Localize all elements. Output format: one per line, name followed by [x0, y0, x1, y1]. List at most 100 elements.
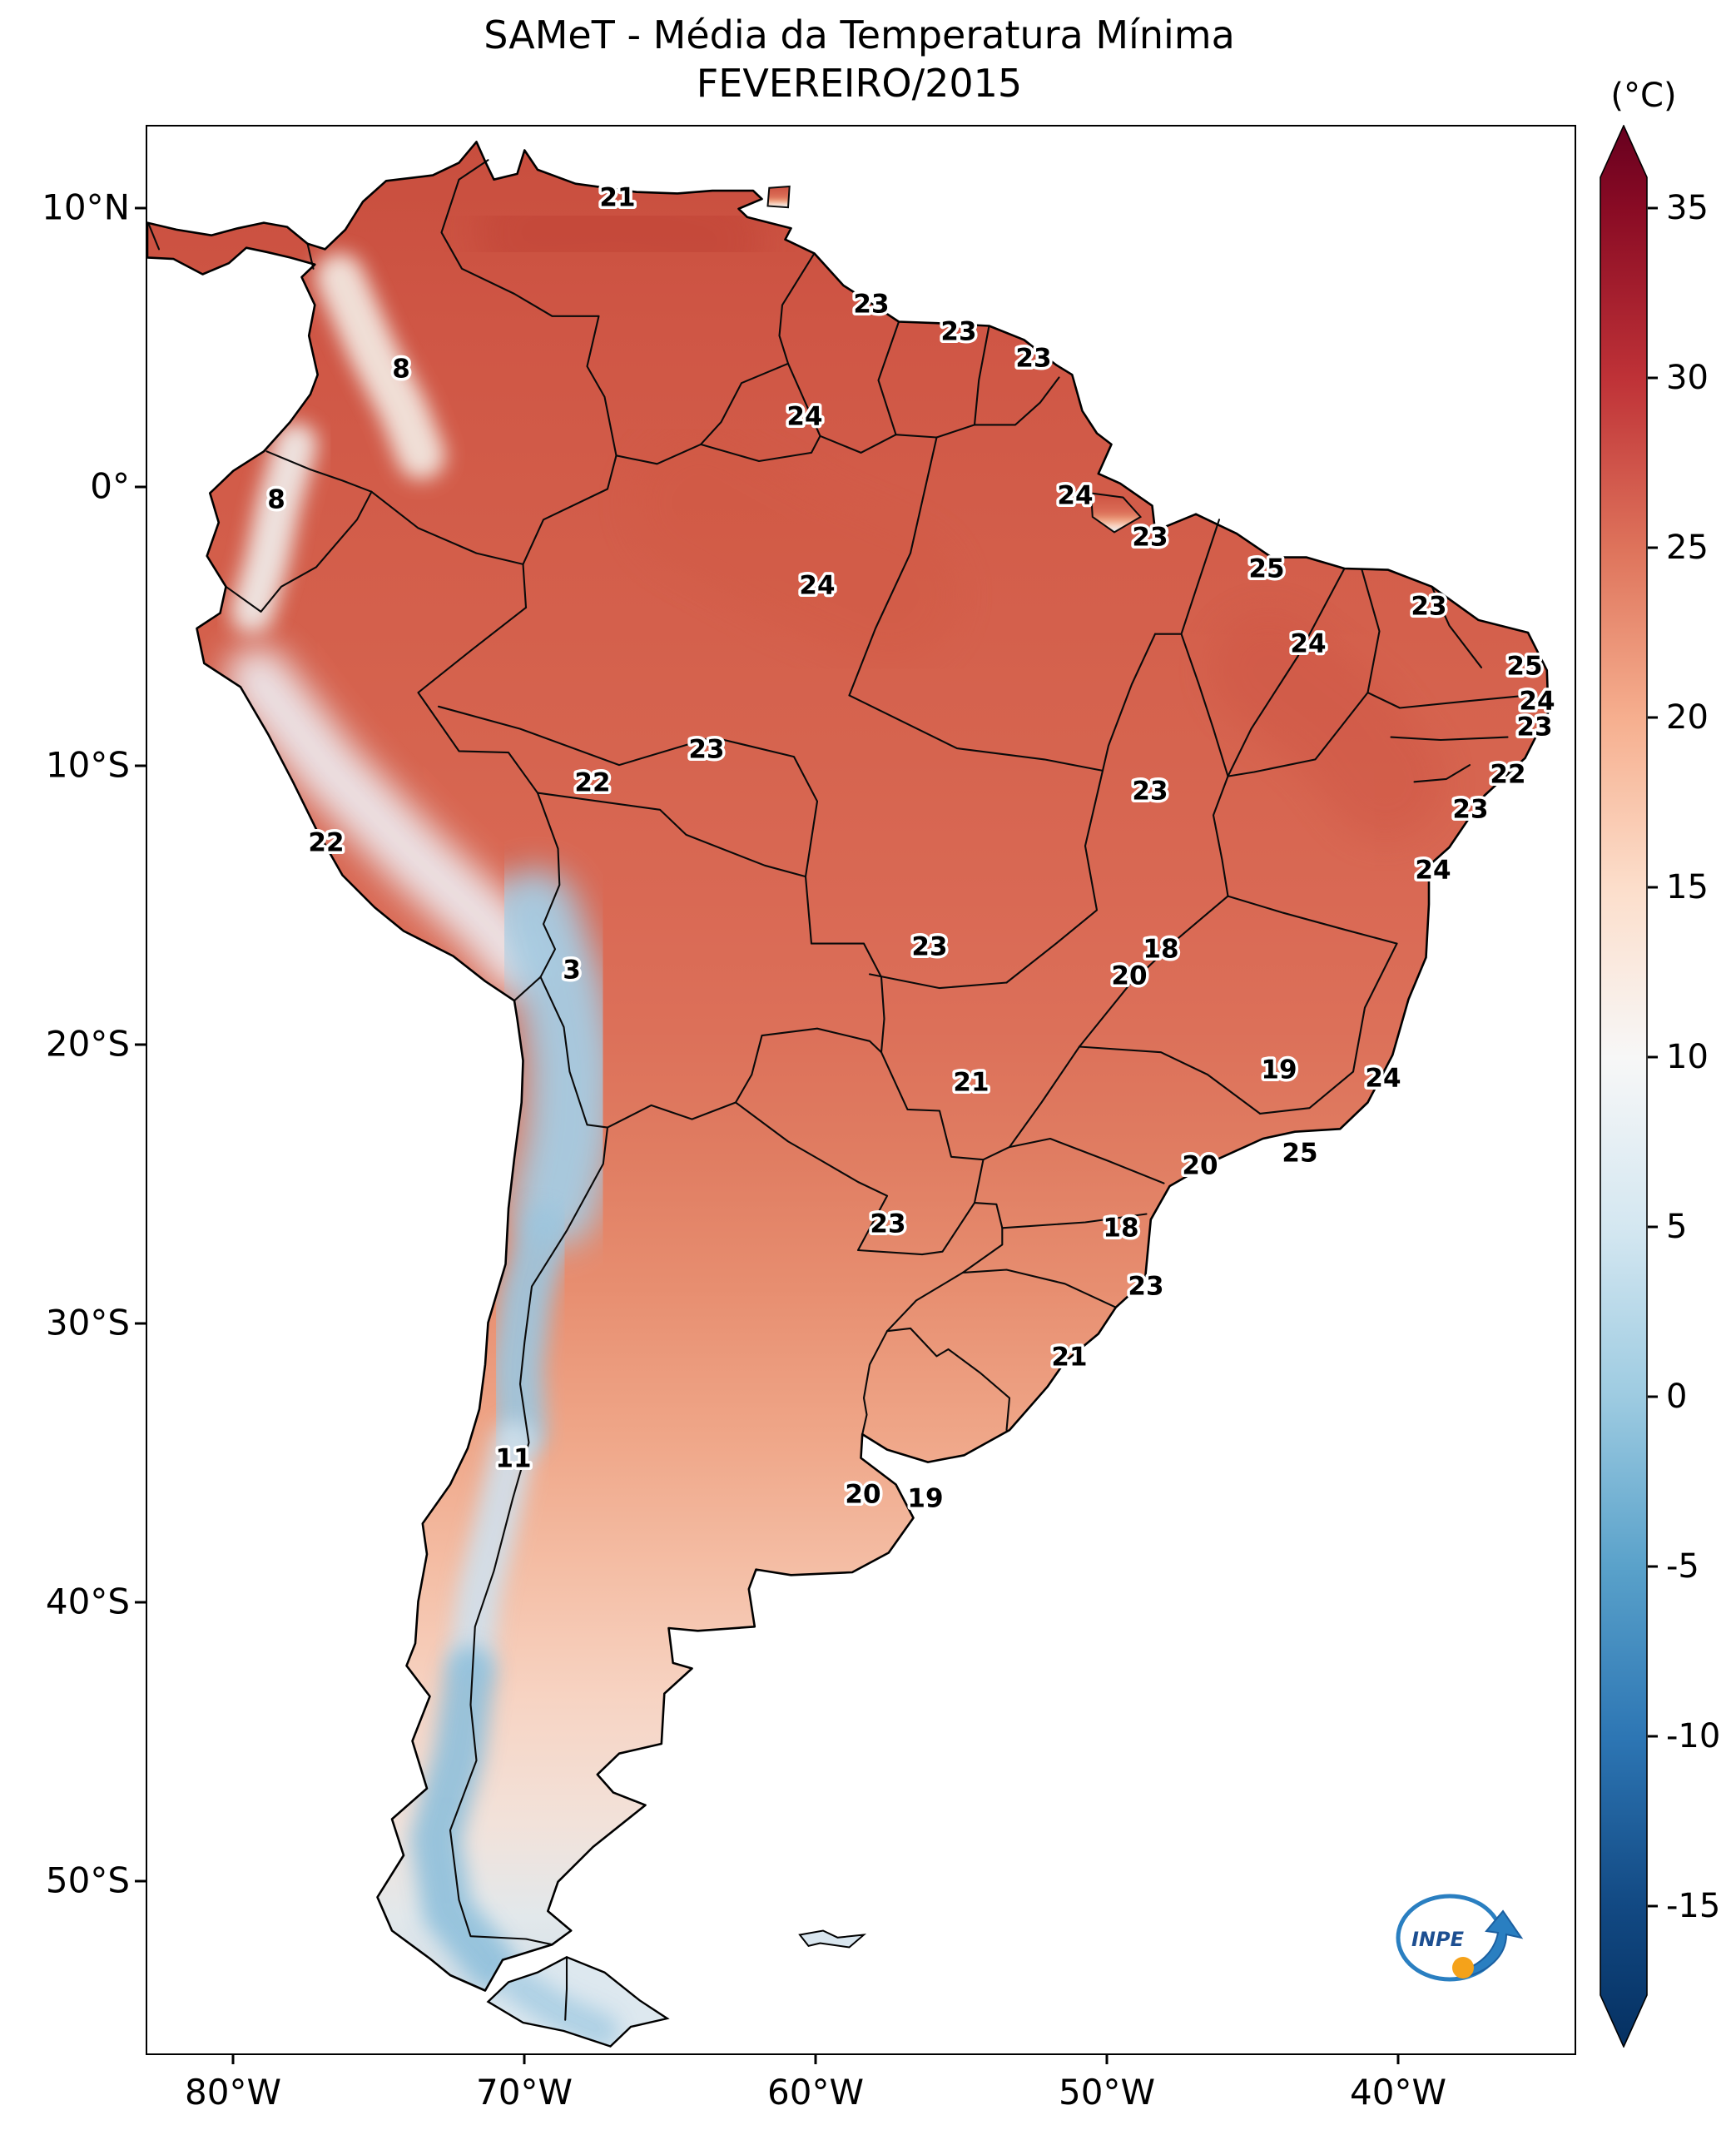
- temperature-label: 25: [1506, 652, 1542, 682]
- colorbar-tick-label: 20: [1666, 698, 1709, 737]
- country-state-borders: [147, 159, 1530, 2021]
- lat-tick-mark: [135, 1879, 146, 1883]
- lat-tick-label: 10°S: [45, 744, 130, 786]
- colorbar-tick-label: 5: [1666, 1208, 1688, 1246]
- colorbar-tick-mark: [1648, 1055, 1658, 1059]
- colorbar-tick-label: -5: [1666, 1547, 1699, 1586]
- temperature-label: 23: [911, 932, 947, 962]
- lat-tick-label: 30°S: [45, 1302, 130, 1343]
- colorbar-tick-mark: [1648, 546, 1658, 549]
- temperature-label: 19: [907, 1484, 943, 1514]
- orange-dot-icon: [1452, 1957, 1474, 1979]
- colorbar-tick-mark: [1648, 886, 1658, 889]
- inpe-logo-graphic: INPE: [1396, 1894, 1524, 1982]
- colorbar-tick-mark: [1648, 1395, 1658, 1398]
- temperature-label: 24: [1057, 481, 1093, 511]
- temperature-label: 20: [1182, 1151, 1218, 1181]
- swoosh-arrow-icon: [1458, 1909, 1524, 1979]
- lon-tick-label: 40°W: [1350, 2072, 1446, 2113]
- temperature-label: 8: [267, 485, 285, 515]
- lat-tick-label: 50°S: [45, 1859, 130, 1901]
- temperature-label: 18: [1103, 1214, 1138, 1244]
- page-subtitle: FEVEREIRO/2015: [696, 60, 1023, 106]
- temperature-annotations: 2182323232424823252424232524232322222323…: [265, 180, 1558, 1517]
- temperature-label: 24: [1415, 856, 1451, 886]
- colorbar-tick-mark: [1648, 1735, 1658, 1738]
- colorbar-tick-mark: [1648, 1225, 1658, 1229]
- temperature-label: 22: [1490, 760, 1525, 790]
- inpe-logo: INPE: [1381, 1879, 1535, 2004]
- lon-tick-label: 50°W: [1059, 2072, 1155, 2113]
- figure-title-block: SAMeT - Média da Temperatura Mínima FEVE…: [146, 12, 1573, 107]
- temperature-label: 20: [845, 1480, 880, 1510]
- temperature-label: 22: [574, 768, 610, 798]
- colorbar-tick-label: -10: [1666, 1717, 1721, 1755]
- lat-tick-mark: [135, 764, 146, 767]
- marajo-island: [1089, 492, 1143, 534]
- map-plot-area: 21 8 23 23 23 24 24 8 23 25 24 24 23 25 24 23 23 22 22 23 23…: [146, 125, 1576, 2055]
- temperature-label: 23: [1132, 777, 1168, 807]
- colorbar-tick-mark: [1648, 716, 1658, 719]
- temperature-label: 23: [1128, 1272, 1163, 1302]
- south-america-map: 2182323232424823252424232524232322222323…: [147, 141, 1558, 2048]
- lat-tick-label: 0°: [90, 465, 130, 507]
- temperature-label: 23: [1516, 712, 1552, 742]
- lon-tick-label: 80°W: [185, 2072, 281, 2113]
- temperature-label: 24: [1519, 687, 1555, 717]
- lon-tick-mark: [814, 2053, 817, 2064]
- temperature-label: 25: [1282, 1139, 1317, 1169]
- temperature-label: 3: [563, 956, 581, 986]
- lat-tick-mark: [135, 1601, 146, 1604]
- lon-tick-mark: [523, 2053, 526, 2064]
- temperature-label: 22: [308, 828, 344, 858]
- colorbar: [1600, 125, 1648, 2048]
- temperature-label: 24: [786, 402, 822, 432]
- temperature-label: 11: [495, 1444, 531, 1474]
- temperature-label: 24: [1290, 629, 1326, 659]
- temperature-label: 21: [1051, 1343, 1087, 1373]
- temperature-label: 23: [1411, 592, 1446, 622]
- coastline: [147, 141, 1550, 1992]
- tierra-del-fuego-coastline: [486, 1955, 670, 2048]
- lon-tick-label: 70°W: [476, 2072, 573, 2113]
- falkland-islands: [798, 1929, 867, 1949]
- colorbar-unit-label: (°C): [1610, 77, 1677, 115]
- temperature-label: 19: [1261, 1055, 1297, 1085]
- temperature-label: 23: [1015, 344, 1051, 374]
- inpe-logo-text: INPE: [1411, 1928, 1465, 1951]
- colorbar-tick-mark: [1648, 206, 1658, 210]
- lat-tick-label: 10°N: [42, 186, 130, 228]
- lat-tick-mark: [135, 206, 146, 210]
- temperature-label: 20: [1111, 961, 1147, 991]
- temperature-label: 21: [599, 183, 635, 213]
- temperature-label: 18: [1143, 935, 1178, 965]
- colorbar-tick-label: 15: [1666, 868, 1709, 906]
- temperature-label: 8: [392, 355, 410, 385]
- temperature-label: 23: [870, 1209, 905, 1239]
- lon-tick-mark: [1396, 2053, 1400, 2064]
- continent-fill: [147, 142, 1549, 1991]
- lat-tick-mark: [135, 485, 146, 489]
- temperature-label: 25: [1248, 554, 1284, 584]
- temperature-label: 24: [799, 571, 835, 601]
- temperature-shading: [226, 172, 1444, 2047]
- colorbar-tick-mark: [1648, 1565, 1658, 1568]
- colorbar-tick-mark: [1648, 1904, 1658, 1908]
- temperature-label: 24: [1365, 1064, 1401, 1094]
- colorbar-tick-label: -15: [1666, 1887, 1721, 1925]
- lon-tick-label: 60°W: [767, 2072, 864, 2113]
- temperature-label: 21: [953, 1068, 989, 1098]
- lat-tick-label: 20°S: [45, 1023, 130, 1065]
- lat-tick-mark: [135, 1322, 146, 1325]
- lon-tick-mark: [1105, 2053, 1109, 2064]
- colorbar-tick-label: 0: [1666, 1378, 1688, 1416]
- colorbar-tick-label: 25: [1666, 529, 1709, 567]
- temperature-label: 23: [853, 290, 889, 320]
- lon-tick-mark: [231, 2053, 235, 2064]
- colorbar-tick-label: 10: [1666, 1038, 1709, 1076]
- colorbar-tick-label: 35: [1666, 189, 1709, 227]
- colorbar-gradient-bar: [1600, 125, 1648, 2048]
- colorbar-tick-mark: [1648, 376, 1658, 380]
- temperature-label: 23: [1132, 523, 1168, 553]
- temperature-label: 23: [940, 317, 976, 347]
